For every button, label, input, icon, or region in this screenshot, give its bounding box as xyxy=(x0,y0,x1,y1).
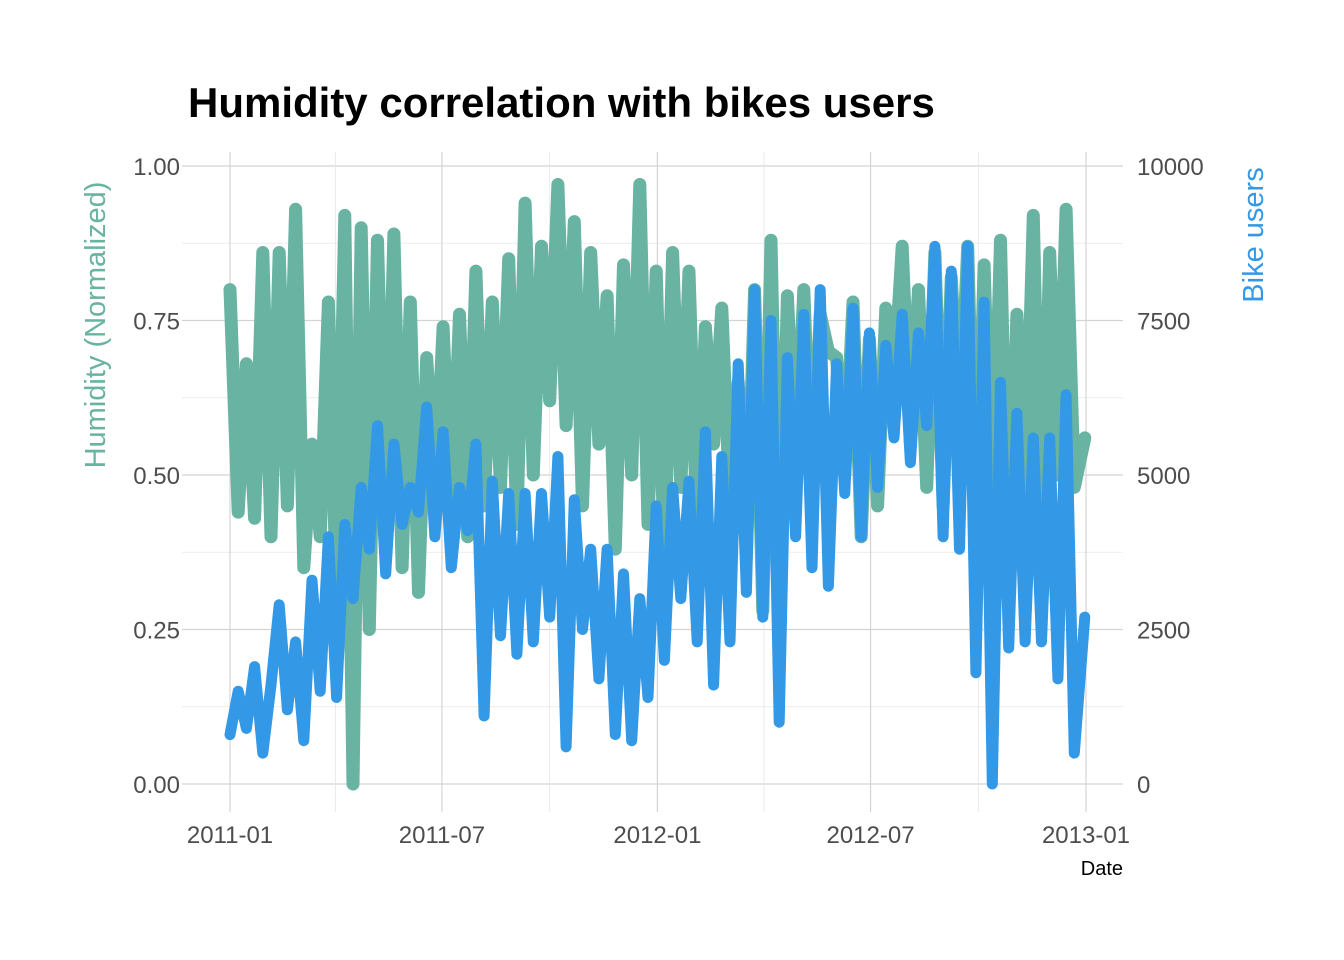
x-tick-label: 2013-01 xyxy=(1042,822,1130,849)
x-tick-label: 2011-07 xyxy=(399,822,485,849)
bike-users-series-line xyxy=(224,240,1091,790)
left-tick-label: 0.75 xyxy=(133,309,180,336)
left-tick-label: 1.00 xyxy=(133,154,180,181)
left-tick-label: 0.00 xyxy=(133,772,180,799)
x-axis-label: Date xyxy=(1081,858,1123,880)
x-tick-label: 2011-01 xyxy=(187,822,273,849)
right-axis-label: Bike users xyxy=(1238,167,1270,302)
right-tick-label: 2500 xyxy=(1137,618,1190,645)
x-axis-ticks: 2011-01 2011-07 2012-01 2012-07 2013-01 xyxy=(187,822,1130,849)
right-tick-label: 10000 xyxy=(1137,154,1204,181)
x-tick-label: 2012-07 xyxy=(826,822,914,849)
left-axis-ticks: 0.00 0.25 0.50 0.75 1.00 xyxy=(133,154,180,799)
left-tick-label: 0.50 xyxy=(133,463,180,490)
right-tick-label: 5000 xyxy=(1137,463,1190,490)
right-tick-label: 7500 xyxy=(1137,309,1190,336)
x-tick-label: 2012-01 xyxy=(613,822,701,849)
right-tick-label: 0 xyxy=(1137,772,1150,799)
left-axis-label: Humidity (Normalized) xyxy=(80,182,112,469)
left-tick-label: 0.25 xyxy=(133,618,180,645)
series-layer xyxy=(223,178,1092,791)
right-axis-ticks: 0 2500 5000 7500 10000 xyxy=(1137,154,1204,799)
chart-title: Humidity correlation with bikes users xyxy=(188,79,935,126)
